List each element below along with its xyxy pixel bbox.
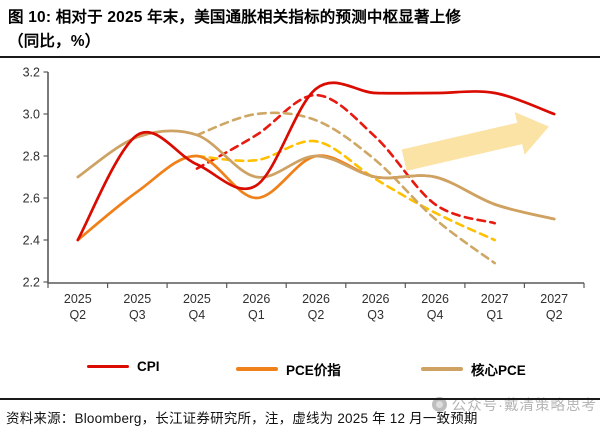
chart-legend: CPI PCE价指 核心PCE	[0, 356, 600, 382]
x-axis-label: Q4	[189, 308, 206, 322]
series-core-pce-consensus-dec2025	[195, 111, 496, 265]
x-axis-label: Q1	[248, 308, 265, 322]
x-axis-label: 2026	[421, 292, 449, 306]
axis-lines	[47, 72, 584, 284]
x-axis-label: Q2	[308, 308, 325, 322]
source-note: 资料来源：Bloomberg，长江证券研究所，注，虚线为 2025 年 12 月…	[0, 398, 600, 427]
y-axis-label: 2.2	[23, 276, 40, 290]
figure-title: 图 10: 相对于 2025 年末，美国通胀相关指标的预测中枢显著上修 （同比，…	[0, 0, 600, 58]
legend-swatch	[421, 367, 463, 371]
x-axis-label: Q1	[486, 308, 503, 322]
legend-swatch	[87, 364, 129, 369]
x-axis-label: Q3	[367, 308, 384, 322]
x-axis-label: 2026	[242, 292, 270, 306]
x-axis-label: 2027	[481, 292, 509, 306]
y-axis-label: 2.6	[23, 192, 40, 206]
x-axis-label: 2026	[302, 292, 330, 306]
y-axis-label: 3.0	[23, 108, 40, 122]
series-pce-consensus-dec2025	[195, 139, 496, 242]
legend-item-核心PCE: 核心PCE	[421, 359, 526, 379]
x-axis-label: 2026	[362, 292, 390, 306]
series-cpi	[76, 81, 556, 242]
x-axis-label: 2025	[183, 292, 211, 306]
x-axis-label: 2027	[540, 292, 568, 306]
x-axis-label: Q2	[546, 308, 563, 322]
series-cpi-consensus-dec2025	[195, 93, 496, 225]
upward-revision-arrow	[401, 112, 549, 171]
figure-title-line1: 图 10: 相对于 2025 年末，美国通胀相关指标的预测中枢显著上修	[8, 9, 462, 26]
legend-swatch	[236, 367, 278, 371]
x-axis-label: 2025	[123, 292, 151, 306]
x-axis-label: Q2	[69, 308, 86, 322]
x-axis-label: Q4	[427, 308, 444, 322]
y-axis-label: 2.8	[23, 150, 40, 164]
inflation-forecast-chart: 2.2 2.4 2.6 2.8 3.0 3.2 2025 Q2 2025 Q3 2025 Q4 2026…	[23, 66, 585, 322]
legend-label: PCE价指	[286, 363, 341, 378]
y-axis-label: 2.4	[23, 234, 40, 248]
legend-item-CPI: CPI	[87, 359, 160, 374]
y-axis-label: 3.2	[23, 66, 40, 80]
legend-label: 核心PCE	[471, 363, 526, 378]
figure-title-line2: （同比，%）	[8, 33, 101, 51]
legend-item-PCE价指: PCE价指	[236, 359, 341, 379]
x-axis-label: Q3	[129, 308, 146, 322]
legend-label: CPI	[137, 359, 160, 374]
x-axis-label: 2025	[64, 292, 92, 306]
